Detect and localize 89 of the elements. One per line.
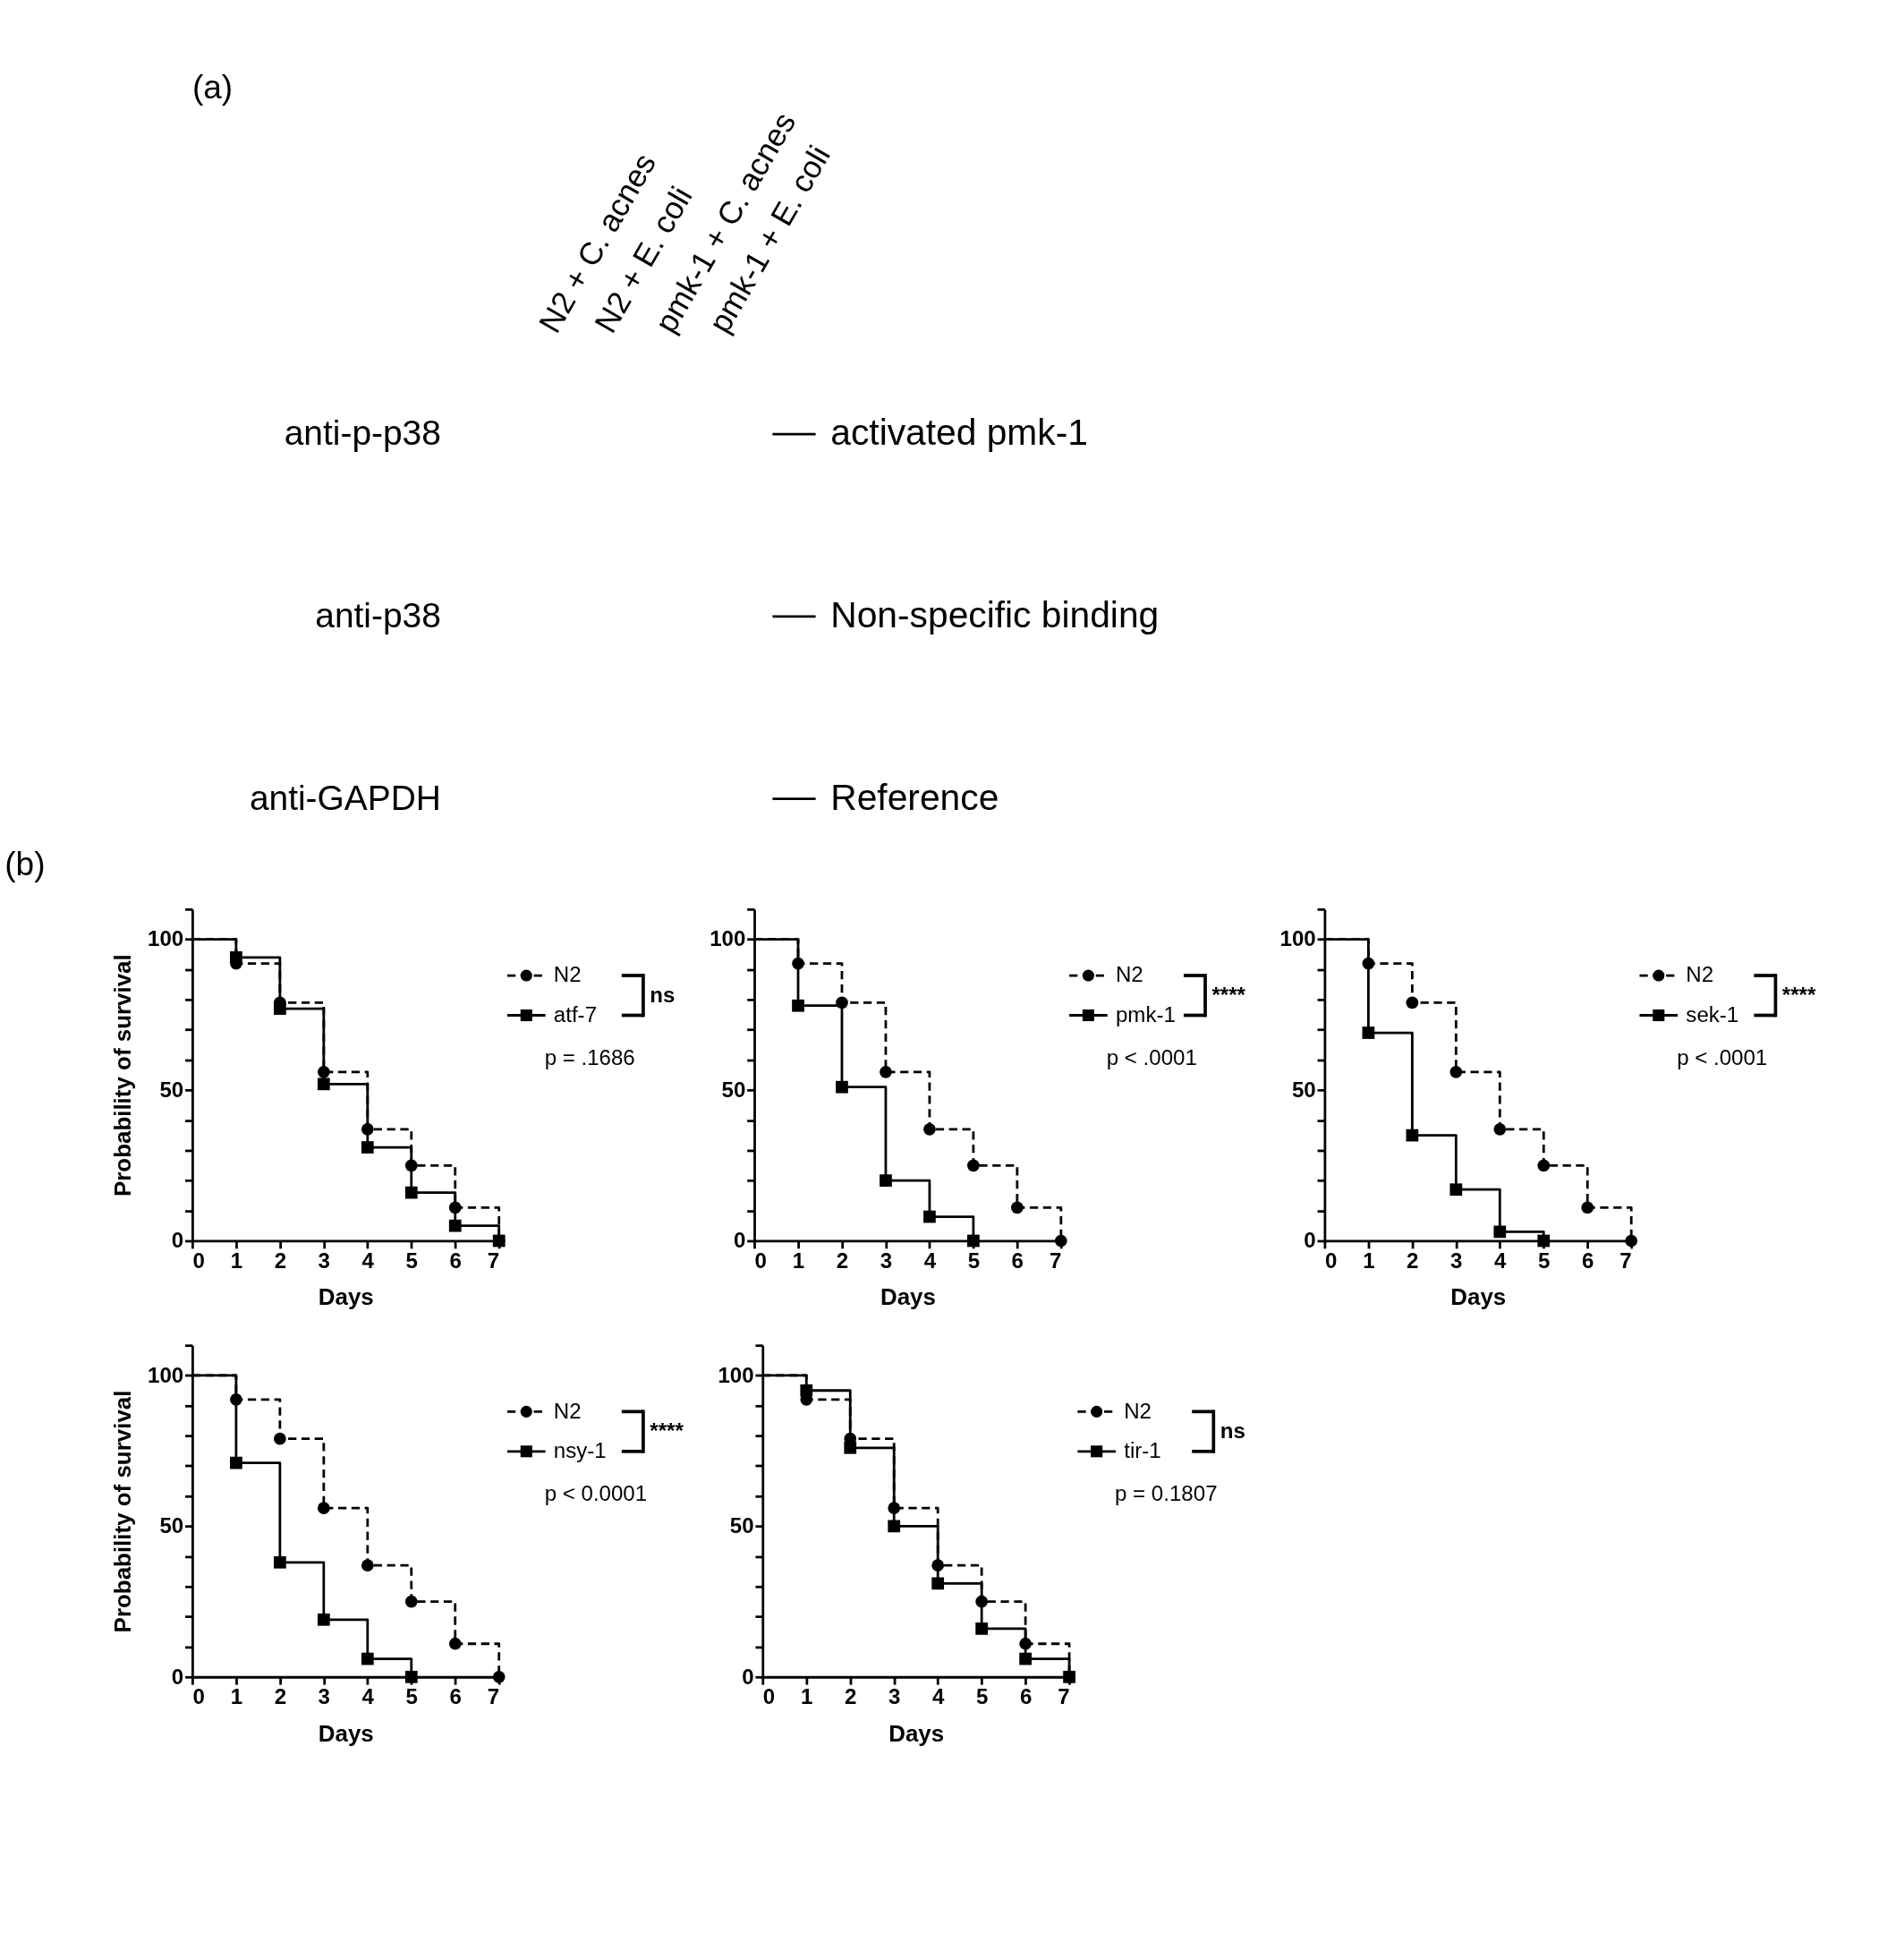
y-tick-label: 100	[148, 926, 184, 951]
x-tick-label: 3	[1450, 1248, 1463, 1273]
x-axis-title: Days	[318, 1720, 374, 1746]
x-tick-label: 4	[361, 1248, 375, 1273]
y-tick-label: 50	[729, 1513, 754, 1538]
x-tick-label: 4	[1494, 1248, 1508, 1273]
x-tick-label: 2	[845, 1683, 857, 1708]
x-tick-label: 1	[801, 1683, 813, 1708]
chart-title: (b)	[4, 844, 46, 882]
x-tick-label: 6	[1019, 1683, 1033, 1708]
y-tick-label: 50	[721, 1077, 746, 1102]
y-tick-label: 0	[171, 1228, 184, 1253]
y-tick-label: 100	[148, 1362, 184, 1387]
y-axis-title: Probability of survival	[110, 1390, 136, 1633]
x-tick-label: 1	[1363, 1248, 1375, 1273]
x-tick-label: 5	[967, 1248, 981, 1273]
x-tick-label: 4	[361, 1683, 375, 1708]
x-tick-label: 6	[449, 1248, 462, 1273]
text: Reference	[830, 776, 999, 818]
x-tick-label: 1	[792, 1248, 805, 1273]
y-tick-label: 0	[733, 1228, 746, 1253]
text: ns	[1220, 1418, 1245, 1443]
x-tick-label: 7	[487, 1248, 500, 1273]
x-tick-label: 6	[449, 1683, 462, 1708]
legend-label: N2	[1115, 962, 1143, 987]
y-tick-label: 0	[171, 1664, 184, 1689]
text: activated pmk-1	[830, 412, 1088, 454]
legend-label: tir-1	[1124, 1438, 1161, 1463]
text: ****	[1211, 982, 1246, 1007]
x-tick-label: 0	[192, 1248, 205, 1273]
x-tick-label: 0	[762, 1683, 776, 1708]
text: ****	[650, 1418, 684, 1443]
text: p = .1686	[544, 1045, 635, 1070]
text: p < .0001	[1106, 1045, 1197, 1070]
x-tick-label: 0	[1324, 1248, 1338, 1273]
y-tick-label: 100	[718, 1362, 754, 1387]
x-tick-label: 3	[888, 1683, 901, 1708]
x-axis-title: Days	[318, 1284, 374, 1310]
x-tick-label: 3	[880, 1248, 893, 1273]
legend-label: N2	[1686, 962, 1714, 987]
x-tick-label: 7	[487, 1683, 500, 1708]
text: anti-GAPDH	[249, 778, 441, 817]
y-tick-label: 0	[742, 1664, 754, 1689]
legend-label: pmk-1	[1115, 1001, 1176, 1026]
y-tick-label: 100	[1279, 926, 1316, 951]
y-tick-label: 100	[710, 926, 746, 951]
x-tick-label: 7	[1058, 1683, 1070, 1708]
text: anti-p-p38	[284, 413, 441, 453]
x-tick-label: 3	[318, 1683, 330, 1708]
legend-label: atf-7	[553, 1001, 598, 1026]
x-tick-label: 1	[230, 1248, 243, 1273]
x-tick-label: 2	[1407, 1248, 1419, 1273]
legend-label: N2	[553, 1398, 582, 1423]
y-tick-label: 50	[159, 1513, 184, 1538]
y-tick-label: 0	[1304, 1228, 1316, 1253]
text: ns	[650, 982, 676, 1007]
text: ****	[1781, 982, 1816, 1007]
x-tick-label: 2	[274, 1248, 287, 1273]
x-tick-label: 0	[192, 1683, 205, 1708]
x-tick-label: 4	[931, 1683, 945, 1708]
x-tick-label: 5	[975, 1683, 989, 1708]
x-tick-label: 3	[318, 1248, 330, 1273]
text: (a)	[191, 67, 234, 106]
x-tick-label: 2	[836, 1248, 849, 1273]
x-tick-label: 6	[1582, 1248, 1594, 1273]
y-tick-label: 50	[159, 1077, 184, 1102]
text: p < 0.0001	[544, 1481, 648, 1506]
legend-label: N2	[553, 962, 582, 987]
x-tick-label: 6	[1011, 1248, 1024, 1273]
y-axis-title: Probability of survival	[110, 954, 136, 1197]
x-tick-label: 1	[230, 1683, 243, 1708]
text: Non-specific binding	[830, 593, 1160, 635]
text: p = 0.1807	[1115, 1481, 1218, 1506]
x-tick-label: 7	[1619, 1248, 1632, 1273]
legend-label: sek-1	[1686, 1001, 1739, 1026]
x-axis-title: Days	[888, 1720, 945, 1746]
y-tick-label: 50	[1291, 1077, 1316, 1102]
legend-label: nsy-1	[553, 1438, 607, 1463]
x-tick-label: 5	[405, 1683, 418, 1708]
x-tick-label: 4	[923, 1248, 937, 1273]
x-tick-label: 2	[274, 1683, 287, 1708]
x-tick-label: 5	[1538, 1248, 1551, 1273]
x-tick-label: 5	[405, 1248, 418, 1273]
text: anti-p38	[315, 595, 441, 635]
text: p < .0001	[1677, 1045, 1768, 1070]
x-tick-label: 7	[1049, 1248, 1062, 1273]
legend-label: N2	[1124, 1398, 1152, 1423]
x-axis-title: Days	[880, 1284, 936, 1310]
x-axis-title: Days	[1450, 1284, 1507, 1310]
